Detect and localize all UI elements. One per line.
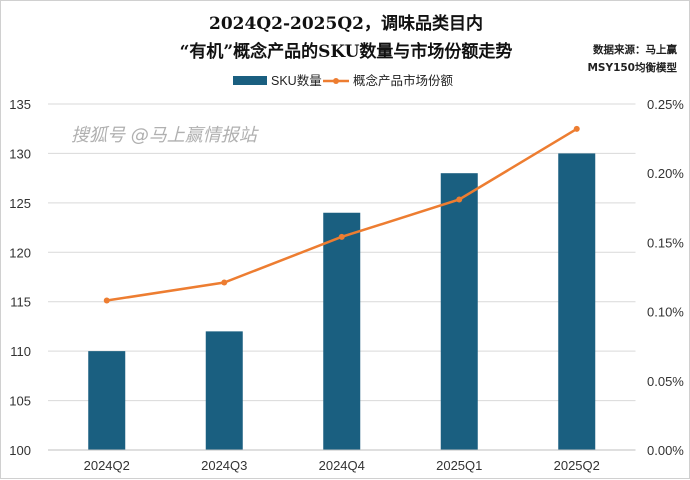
- x-tick-label: 2024Q3: [201, 458, 247, 473]
- legend-label-line: 概念产品市场份额: [353, 73, 454, 88]
- bar-2024Q3: [205, 331, 243, 450]
- watermark: 搜狐号 @马上赢情报站: [71, 125, 257, 146]
- legend-swatch-bar: [233, 76, 267, 85]
- left-tick-label: 125: [9, 196, 31, 211]
- x-tick-label: 2025Q1: [436, 458, 482, 473]
- x-tick-label: 2024Q2: [84, 458, 130, 473]
- left-tick-label: 115: [10, 295, 31, 310]
- right-tick-label: 0.15%: [647, 235, 684, 250]
- right-tick-label: 0.20%: [647, 166, 684, 181]
- legend-marker-line: [333, 78, 339, 84]
- point-2025Q2: [573, 125, 580, 132]
- point-2024Q3: [221, 279, 228, 286]
- source-line2: MSY150均衡模型: [587, 62, 677, 74]
- x-tick-label: 2025Q2: [554, 458, 600, 473]
- left-tick-label: 105: [9, 394, 31, 409]
- legend-label-bar: SKU数量: [271, 73, 322, 88]
- left-tick-label: 130: [9, 146, 31, 161]
- right-tick-label: 0.10%: [647, 305, 684, 320]
- chart-title-line2: “有机”概念产品的SKU数量与市场份额走势: [179, 42, 513, 62]
- point-2024Q2: [103, 297, 110, 304]
- left-tick-label: 110: [10, 344, 31, 359]
- bar-2024Q4: [323, 212, 361, 450]
- left-tick-label: 100: [9, 443, 31, 458]
- left-tick-label: 120: [9, 245, 31, 260]
- source-line1: 数据来源：马上赢: [593, 44, 677, 56]
- right-tick-label: 0.00%: [647, 443, 684, 458]
- chart-title-line1: 2024Q2-2025Q2，调味品类目内: [209, 14, 483, 34]
- bar-2025Q2: [558, 153, 596, 450]
- x-tick-label: 2024Q4: [319, 458, 365, 473]
- right-tick-label: 0.05%: [647, 374, 684, 389]
- bar-2024Q2: [88, 351, 126, 450]
- right-tick-label: 0.25%: [647, 97, 684, 112]
- bar-2025Q1: [440, 173, 478, 450]
- point-2025Q1: [456, 196, 463, 203]
- left-tick-label: 135: [9, 97, 31, 112]
- point-2024Q4: [338, 233, 345, 240]
